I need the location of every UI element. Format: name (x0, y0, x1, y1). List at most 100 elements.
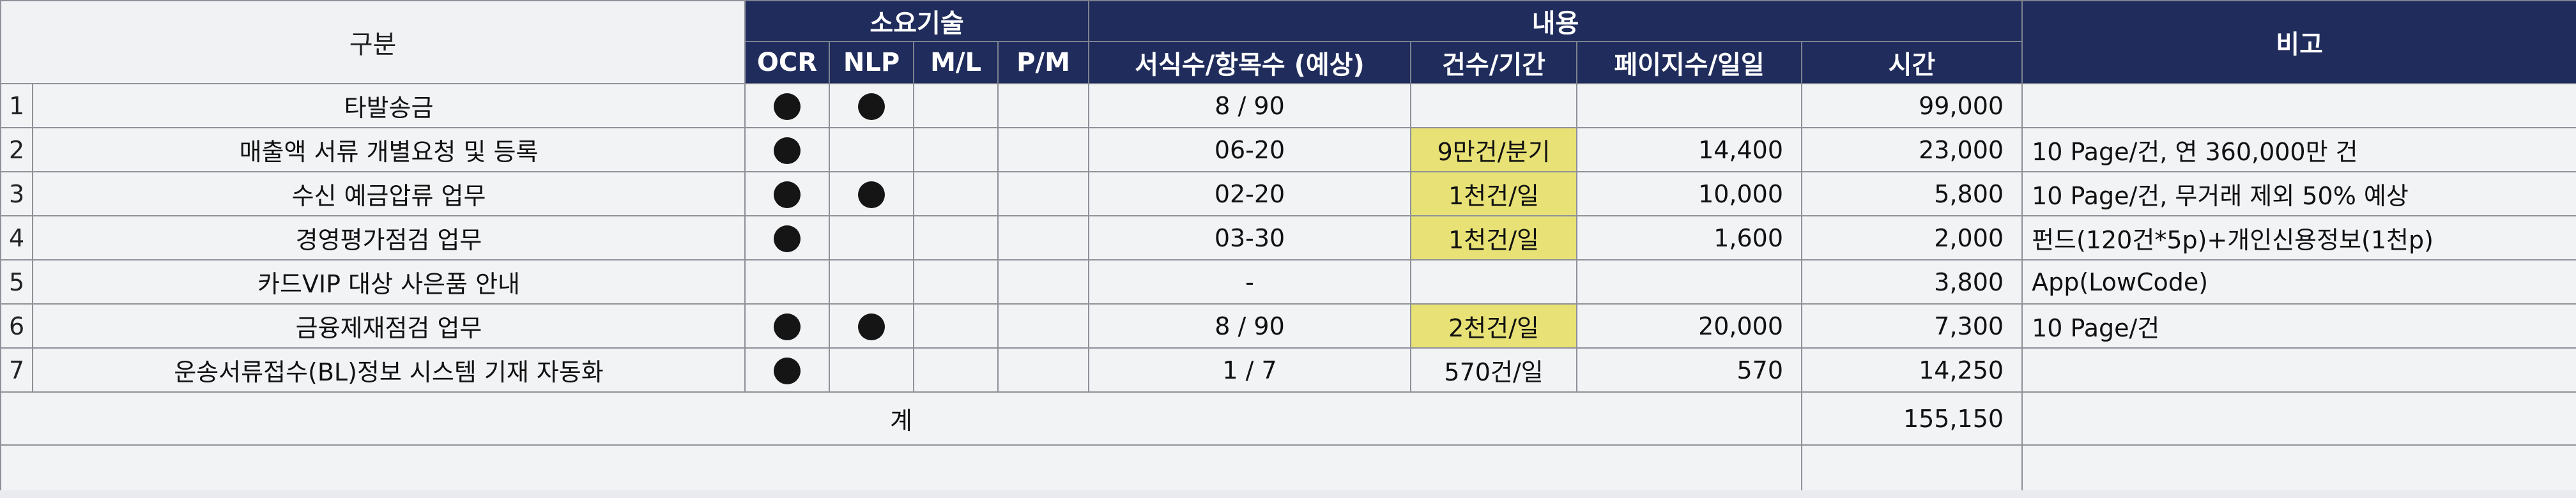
row-number: 2 (0, 127, 33, 172)
header-time: 시간 (1801, 41, 2023, 84)
header-note: 비고 (2021, 0, 2576, 84)
total-row: 계 155,150 (0, 391, 2576, 446)
tech-cell-nlp (829, 127, 915, 172)
tech-cell-ocr (744, 303, 831, 349)
task-name: 매출액 서류 개별요청 및 등록 (31, 127, 746, 172)
table-row: 2 매출액 서류 개별요청 및 등록 06-20 9만건/분기 14,400 23,000… (0, 127, 2576, 172)
row-number: 4 (0, 215, 33, 260)
note-cell: 펀드(120건*5p)+개인신용정보(1천p) (2021, 215, 2576, 260)
task-name: 금융제재점검 업무 (31, 303, 746, 349)
forms-cell: 8 / 90 (1088, 83, 1412, 128)
header-tech-group: 소요기술 (744, 0, 1090, 42)
pages-cell (1576, 83, 1803, 128)
pages-cell: 570 (1576, 347, 1803, 393)
total-time: 155,150 (1801, 391, 2023, 446)
tech-cell-ocr (744, 83, 831, 128)
table-row: 4 경영평가점검 업무 03-30 1천건/일 1,600 2,000 펀드(120건*5p… (0, 215, 2576, 260)
task-name: 경영평가점검 업무 (31, 215, 746, 260)
header-ocr: OCR (744, 41, 831, 84)
tech-cell-ml (913, 83, 999, 128)
time-cell: 2,000 (1801, 215, 2023, 260)
tech-cell-pm (997, 127, 1090, 172)
time-cell: 3,800 (1801, 259, 2023, 305)
filled-circle-icon (774, 225, 801, 253)
note-cell: 10 Page/건 (2021, 303, 2576, 349)
forms-cell: - (1088, 259, 1412, 305)
pages-cell: 10,000 (1576, 171, 1803, 216)
pages-cell (1576, 259, 1803, 305)
tech-cell-ml (913, 171, 999, 216)
tech-cell-ocr (744, 171, 831, 216)
tech-cell-ml (913, 259, 999, 305)
tech-cell-nlp (829, 303, 915, 349)
tech-cell-ocr (744, 215, 831, 260)
filled-circle-icon (774, 93, 801, 121)
tech-cell-nlp (829, 347, 915, 393)
header-count-period: 건수/기간 (1410, 41, 1578, 84)
tech-cell-ml (913, 215, 999, 260)
table-row: 6 금융제재점검 업무 8 / 90 2천건/일 20,000 7,300 10 Page/… (0, 303, 2576, 349)
filled-circle-icon (858, 181, 885, 209)
tech-cell-ml (913, 347, 999, 393)
tech-cell-pm (997, 83, 1090, 128)
forms-cell: 8 / 90 (1088, 303, 1412, 349)
total-note (2021, 391, 2576, 446)
tech-cell-pm (997, 215, 1090, 260)
forms-cell: 1 / 7 (1088, 347, 1412, 393)
count-period-cell: 1천건/일 (1410, 171, 1578, 216)
tech-cell-nlp (829, 259, 915, 305)
table-row: 7 운송서류접수(BL)정보 시스템 기재 자동화 1 / 7 570건/일 570 14… (0, 347, 2576, 393)
time-cell: 99,000 (1801, 83, 2023, 128)
row-number: 1 (0, 83, 33, 128)
filled-circle-icon (774, 137, 801, 165)
tech-cell-pm (997, 303, 1090, 349)
forms-cell: 06-20 (1088, 127, 1412, 172)
tech-cell-ocr (744, 259, 831, 305)
filled-circle-icon (858, 313, 885, 341)
filled-circle-icon (774, 358, 801, 385)
count-period-cell: 2천건/일 (1410, 303, 1578, 349)
filled-circle-icon (774, 181, 801, 209)
time-cell: 7,300 (1801, 303, 2023, 349)
empty-cell (0, 444, 1803, 490)
tech-cell-ml (913, 127, 999, 172)
header-pm: P/M (997, 41, 1090, 84)
header-forms: 서식수/항목수 (예상) (1088, 41, 1412, 84)
row-number: 5 (0, 259, 33, 305)
count-period-cell: 570건/일 (1410, 347, 1578, 393)
task-name: 운송서류접수(BL)정보 시스템 기재 자동화 (31, 347, 746, 393)
task-name: 타발송금 (31, 83, 746, 128)
tech-cell-pm (997, 259, 1090, 305)
filled-circle-icon (858, 93, 885, 121)
task-name: 수신 예금압류 업무 (31, 171, 746, 216)
time-cell: 5,800 (1801, 171, 2023, 216)
table-row: 3 수신 예금압류 업무 02-20 1천건/일 10,000 5,800 10 Page/… (0, 171, 2576, 216)
note-cell: 10 Page/건, 연 360,000만 건 (2021, 127, 2576, 172)
filled-circle-icon (774, 313, 801, 341)
count-period-cell (1410, 259, 1578, 305)
tech-cell-nlp (829, 215, 915, 260)
pages-cell: 20,000 (1576, 303, 1803, 349)
tech-cell-ocr (744, 127, 831, 172)
tech-cell-ocr (744, 347, 831, 393)
count-period-cell: 9만건/분기 (1410, 127, 1578, 172)
note-cell (2021, 347, 2576, 393)
empty-row (0, 444, 2576, 490)
table-row: 1 타발송금 8 / 90 99,000 (0, 83, 2576, 128)
tech-cell-pm (997, 347, 1090, 393)
header-pages-per-day: 페이지수/일일 (1576, 41, 1803, 84)
task-name: 카드VIP 대상 사은품 안내 (31, 259, 746, 305)
header-category: 구분 (0, 0, 746, 84)
empty-cell (2021, 444, 2576, 490)
total-label: 계 (0, 391, 1803, 446)
tech-cell-ml (913, 303, 999, 349)
note-cell (2021, 83, 2576, 128)
empty-cell (1801, 444, 2023, 490)
note-cell: App(LowCode) (2021, 259, 2576, 305)
tech-cell-nlp (829, 83, 915, 128)
count-period-cell: 1천건/일 (1410, 215, 1578, 260)
table-row: 5 카드VIP 대상 사은품 안내 - 3,800 App(LowCode) (0, 259, 2576, 305)
forms-cell: 03-30 (1088, 215, 1412, 260)
